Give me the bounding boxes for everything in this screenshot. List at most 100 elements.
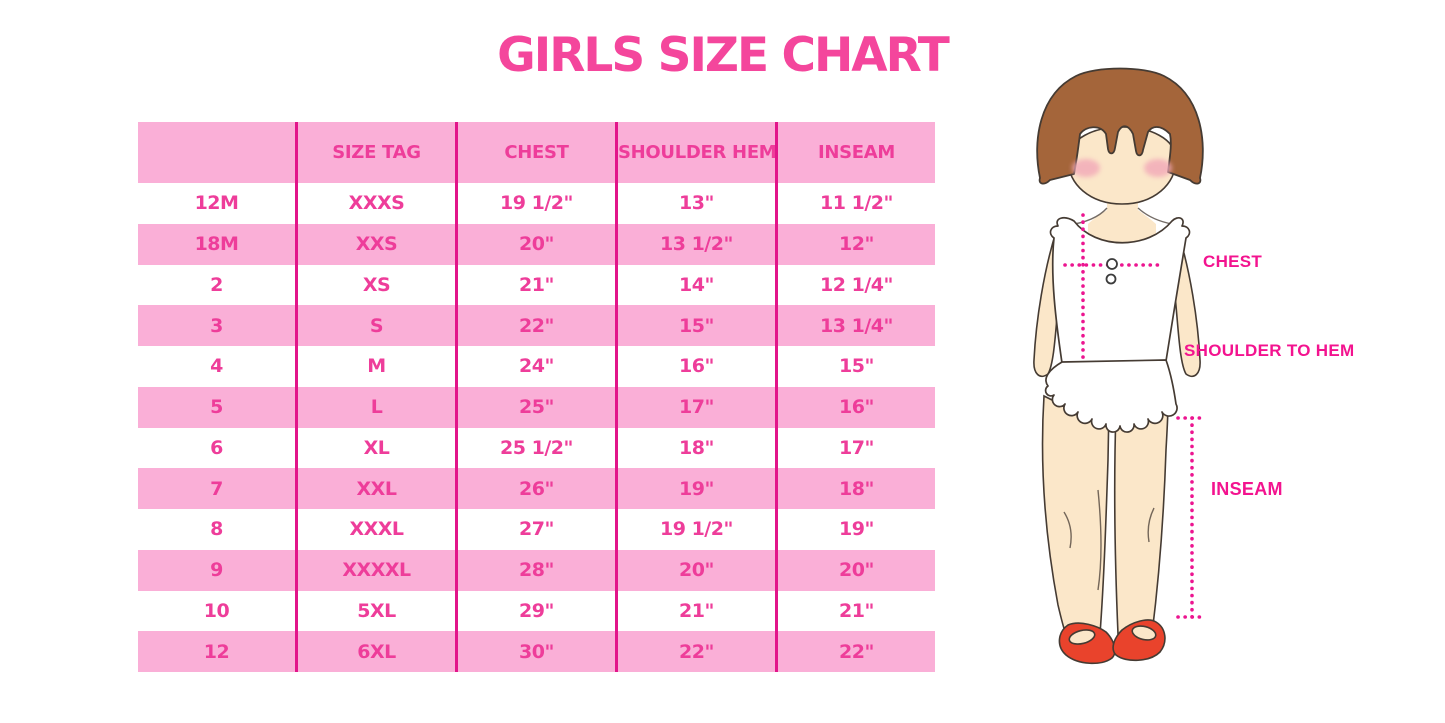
table-cell: 12M <box>194 192 239 215</box>
table-cell: 4 <box>210 355 223 378</box>
table-cell: XXXS <box>295 183 457 224</box>
table-cell: 21" <box>774 590 935 632</box>
shoulder-to-hem-label: SHOULDER TO HEM <box>1184 341 1355 360</box>
header-cell-shoulder-hem: SHOULDER HEM <box>614 122 777 183</box>
header-cell-size <box>138 122 297 183</box>
table-row: 4 M 24" 16" 15" <box>138 346 935 387</box>
table-row: 9 XXXXL 28" 20" 20" <box>138 549 935 591</box>
table-cell: 17" <box>774 427 935 469</box>
table-cell: 18" <box>614 427 777 469</box>
bodice-shape <box>1049 216 1191 364</box>
table-cell: 10 <box>203 599 230 622</box>
table-cell: XS <box>295 264 457 306</box>
table-cell: 29" <box>454 590 617 632</box>
measurement-figure: CHEST SHOULDER TO HEM INSEAM <box>1010 60 1430 700</box>
header-cell-size-tag: SIZE TAG <box>295 122 457 183</box>
table-cell: 20" <box>614 549 777 591</box>
table-cell: 5XL <box>295 590 457 632</box>
table-cell: 19 1/2" <box>614 509 777 550</box>
table-cell: 22" <box>614 631 777 672</box>
inseam-measure-line <box>1176 416 1205 619</box>
table-cell: 25 1/2" <box>454 427 617 469</box>
shoe-right-opening <box>1131 625 1157 641</box>
table-cell: XXS <box>295 223 457 265</box>
shoe-left-opening <box>1068 629 1096 645</box>
girl-illustration <box>1033 67 1205 665</box>
table-cell: XXXL <box>295 509 457 550</box>
inseam-label: INSEAM <box>1211 479 1283 499</box>
table-row: 12M XXXS 19 1/2" 13" 11 1/2" <box>138 183 935 224</box>
table-cell: 13" <box>614 183 777 224</box>
table-cell: 19" <box>614 468 777 509</box>
table-cell: 7 <box>210 477 223 500</box>
table-cell: 20" <box>774 549 935 591</box>
table-cell: 13 1/4" <box>774 305 935 346</box>
table-cell: 25" <box>454 386 617 428</box>
table-cell: S <box>295 305 457 346</box>
table-cell: 21" <box>614 590 777 632</box>
table-cell: XXL <box>295 468 457 509</box>
table-cell: 12" <box>774 223 935 265</box>
table-cell: 6XL <box>295 631 457 672</box>
header-cell-inseam: INSEAM <box>774 122 935 183</box>
table-cell: XL <box>295 427 457 469</box>
table-row: 3 S 22" 15" 13 1/4" <box>138 305 935 346</box>
table-cell: 12 <box>203 640 230 663</box>
skirt-ruffle <box>1044 359 1178 433</box>
table-cell: 9 <box>210 559 223 582</box>
neck-shape <box>1088 186 1156 254</box>
size-chart-table: SIZE TAG CHEST SHOULDER HEM INSEAM 12M XX… <box>138 122 935 672</box>
table-cell: 30" <box>454 631 617 672</box>
table-cell: 11 1/2" <box>774 183 935 224</box>
table-row: 6 XL 25 1/2" 18" 17" <box>138 427 935 469</box>
table-cell: 16" <box>614 346 777 387</box>
table-cell: 27" <box>454 509 617 550</box>
knee-contours <box>1063 489 1155 591</box>
table-cell: 15" <box>774 346 935 387</box>
leg-right <box>1113 402 1169 635</box>
table-cell: 3 <box>210 314 223 337</box>
table-cell: 14" <box>614 264 777 306</box>
table-cell: 22" <box>454 305 617 346</box>
table-cell: 18" <box>774 468 935 509</box>
table-cell: 8 <box>210 518 223 541</box>
table-cell: 16" <box>774 386 935 428</box>
table-cell: 26" <box>454 468 617 509</box>
hair-shape <box>1036 67 1204 185</box>
table-cell: 5 <box>210 396 223 419</box>
table-cell: 6 <box>210 436 223 459</box>
table-cell: M <box>295 346 457 387</box>
table-cell: 19 1/2" <box>454 183 617 224</box>
table-header-row: SIZE TAG CHEST SHOULDER HEM INSEAM <box>138 122 935 183</box>
button-top <box>1106 258 1118 270</box>
table-cell: L <box>295 386 457 428</box>
page-title: GIRLS SIZE CHART <box>497 28 950 83</box>
table-row: 10 5XL 29" 21" 21" <box>138 590 935 632</box>
blush-cheeks <box>1072 159 1172 177</box>
table-cell: 20" <box>454 223 617 265</box>
button-bottom <box>1105 273 1117 285</box>
table-cell: XXXXL <box>295 549 457 591</box>
table-cell: 24" <box>454 346 617 387</box>
table-row: 18M XXS 20" 13 1/2" 12" <box>138 223 935 265</box>
table-cell: 2 <box>210 273 223 296</box>
table-row: 2 XS 21" 14" 12 1/4" <box>138 264 935 306</box>
table-cell: 17" <box>614 386 777 428</box>
table-row: 7 XXL 26" 19" 18" <box>138 468 935 509</box>
table-row: 5 L 25" 17" 16" <box>138 386 935 428</box>
table-row: 8 XXXL 27" 19 1/2" 19" <box>138 509 935 550</box>
table-cell: 18M <box>194 233 239 256</box>
header-cell-chest: CHEST <box>454 122 617 183</box>
table-cell: 13 1/2" <box>614 223 777 265</box>
leg-left <box>1041 394 1110 635</box>
table-cell: 28" <box>454 549 617 591</box>
chest-label: CHEST <box>1203 252 1263 271</box>
table-cell: 19" <box>774 509 935 550</box>
table-cell: 22" <box>774 631 935 672</box>
size-table-body: 12M XXXS 19 1/2" 13" 11 1/2" 18M XXS 20" 13 1/2"… <box>138 183 935 672</box>
table-cell: 15" <box>614 305 777 346</box>
table-cell: 12 1/4" <box>774 264 935 306</box>
table-cell: 21" <box>454 264 617 306</box>
table-row: 12 6XL 30" 22" 22" <box>138 631 935 672</box>
